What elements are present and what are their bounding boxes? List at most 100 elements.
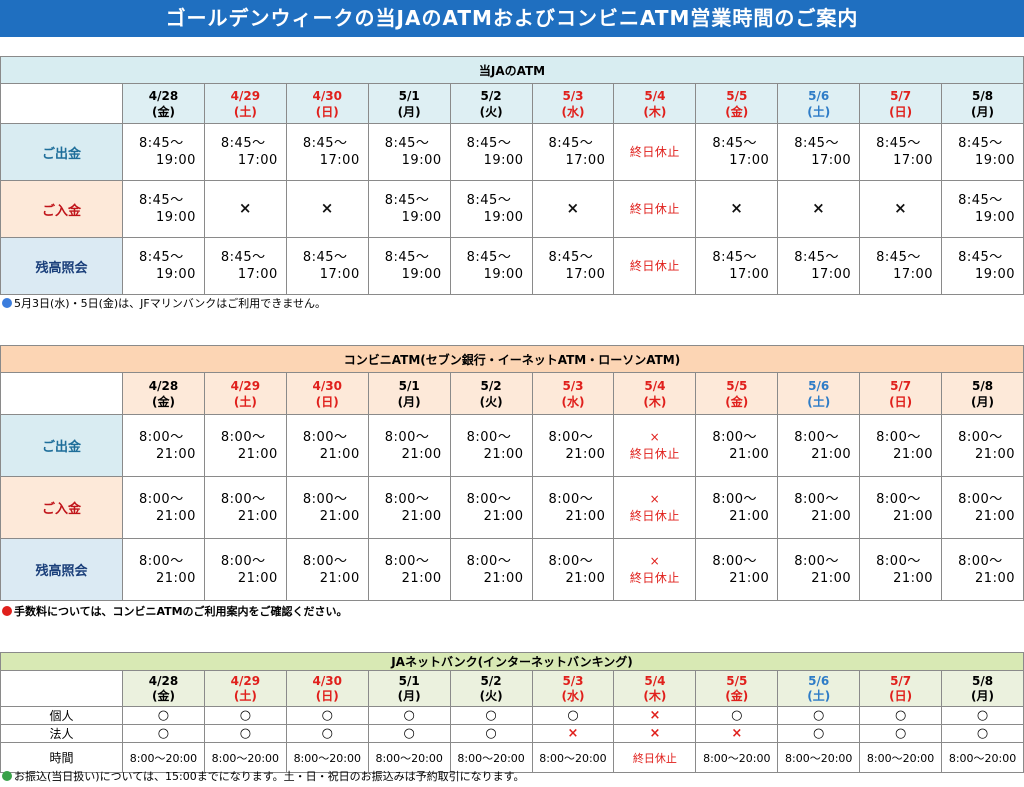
close-time: 21:00 bbox=[401, 446, 442, 462]
close-time: 21:00 bbox=[237, 508, 278, 524]
open-time: 8:45～ bbox=[384, 193, 430, 208]
date-label: 5/1 bbox=[398, 378, 420, 393]
weekday-label: (火) bbox=[479, 688, 503, 703]
close-time: 21:00 bbox=[483, 508, 524, 524]
weekday-label: (水) bbox=[561, 394, 585, 409]
note-bullet-icon bbox=[2, 606, 12, 616]
open-time: 8:45～ bbox=[958, 136, 1003, 151]
hours-cell: 8:45～ 17:00 bbox=[777, 237, 861, 295]
availability-cell: × bbox=[613, 706, 697, 725]
close-time: 19:00 bbox=[155, 210, 196, 225]
hours-cell: 8:00～ 21:00 bbox=[367, 414, 451, 477]
unavailable-mark: × bbox=[566, 199, 580, 217]
weekday-label: (金) bbox=[151, 394, 175, 409]
weekday-label: (土) bbox=[233, 394, 257, 409]
ja-atm-note-text: 5月3日(水)・5日(金)は、JFマリンバンクはご利用できません。 bbox=[14, 297, 326, 310]
available-mark: ○ bbox=[157, 726, 170, 741]
close-time: 17:00 bbox=[319, 267, 360, 282]
close-time: 17:00 bbox=[565, 153, 606, 168]
closed-label: 終日休止 bbox=[629, 258, 680, 273]
close-time: 21:00 bbox=[319, 508, 360, 524]
close-time: 21:00 bbox=[483, 570, 524, 586]
date-header: 5/3 (水) bbox=[531, 372, 615, 415]
hours-cell: 8:45～ 19:00 bbox=[941, 237, 1024, 295]
open-time: 8:45～ bbox=[794, 136, 839, 151]
date-header: 5/6 (土) bbox=[777, 670, 861, 707]
hours-range: 8:00～20:00 bbox=[457, 751, 525, 765]
weekday-label: (金) bbox=[151, 688, 175, 703]
close-time: 21:00 bbox=[975, 508, 1015, 524]
open-time: 8:00～ bbox=[712, 491, 758, 507]
weekday-label: (火) bbox=[479, 394, 503, 409]
date-header: 4/30 (日) bbox=[285, 670, 369, 707]
header-corner bbox=[0, 83, 123, 124]
hours-cell: 8:00～ 21:00 bbox=[777, 414, 861, 477]
hours-cell: 8:45～ 17:00 bbox=[203, 123, 287, 181]
hours-cell: 8:00～ 21:00 bbox=[777, 538, 861, 601]
close-time: 21:00 bbox=[155, 446, 196, 462]
close-time: 21:00 bbox=[237, 446, 278, 462]
open-time: 8:45～ bbox=[876, 136, 921, 151]
netbank-table: JAネットバンク(インターネットバンキング) 4/28 (金) 4/29 (土) 4/3… bbox=[0, 652, 1024, 773]
hours-cell: 8:00～ 21:00 bbox=[859, 538, 943, 601]
date-header: 4/29 (土) bbox=[203, 83, 287, 124]
date-label: 5/1 bbox=[398, 88, 420, 103]
unavailable-mark: × bbox=[649, 429, 661, 444]
date-header: 5/2 (火) bbox=[449, 670, 533, 707]
service-row: 個人 ○ ○ ○ ○ ○ ○ × ○ ○ ○ ○ bbox=[0, 706, 1024, 725]
ja-atm-note: 5月3日(水)・5日(金)は、JFマリンバンクはご利用できません。 bbox=[2, 297, 326, 311]
close-time: 21:00 bbox=[401, 570, 442, 586]
open-time: 8:00～ bbox=[794, 553, 839, 569]
weekday-label: (木) bbox=[643, 104, 667, 119]
hours-cell: 8:45～ 17:00 bbox=[695, 123, 779, 181]
open-time: 8:00～ bbox=[302, 491, 348, 507]
weekday-label: (金) bbox=[725, 104, 749, 119]
date-label: 5/2 bbox=[480, 673, 502, 688]
close-time: 21:00 bbox=[893, 570, 934, 586]
availability-cell: ○ bbox=[449, 724, 533, 743]
close-time: 21:00 bbox=[319, 446, 360, 462]
open-time: 8:00～ bbox=[958, 553, 1003, 569]
closed-label: 終日休止 bbox=[629, 570, 680, 585]
ja-atm-table: 当JAのATM 4/28 (金) 4/29 (土) 4/30 (日) 5/1 (月) 5/2 (火… bbox=[0, 56, 1024, 295]
hours-cell: × 終日休止 bbox=[613, 538, 697, 601]
service-label: ご出金 bbox=[0, 414, 123, 477]
weekday-label: (月) bbox=[971, 688, 995, 703]
open-time: 8:00～ bbox=[220, 553, 266, 569]
unavailable-mark: × bbox=[649, 553, 661, 568]
hours-cell: × 終日休止 bbox=[613, 414, 697, 477]
open-time: 8:45～ bbox=[220, 250, 266, 265]
weekday-label: (日) bbox=[315, 688, 339, 703]
close-time: 17:00 bbox=[319, 153, 360, 168]
close-time: 21:00 bbox=[319, 570, 360, 586]
closed-label: 終日休止 bbox=[629, 446, 680, 461]
open-time: 8:00～ bbox=[794, 491, 839, 507]
hours-cell: 8:45～ 19:00 bbox=[122, 237, 205, 295]
weekday-label: (木) bbox=[643, 394, 667, 409]
weekday-label: (土) bbox=[807, 688, 831, 703]
date-label: 5/3 bbox=[562, 673, 584, 688]
convenience-atm-title: コンビニATM(セブン銀行・イーネットATM・ローソンATM) bbox=[0, 345, 1024, 373]
hours-cell: 8:45～ 19:00 bbox=[449, 123, 533, 181]
weekday-label: (日) bbox=[315, 394, 339, 409]
available-mark: ○ bbox=[403, 726, 415, 741]
date-header: 5/4 (木) bbox=[613, 372, 697, 415]
service-label: ご出金 bbox=[0, 123, 123, 181]
hours-cell: 8:45～ 19:00 bbox=[941, 180, 1024, 238]
date-label: 4/30 bbox=[312, 378, 342, 393]
close-time: 21:00 bbox=[893, 446, 934, 462]
date-label: 5/7 bbox=[890, 673, 912, 688]
availability-cell: ○ bbox=[203, 724, 287, 743]
hours-cell: 8:00～ 21:00 bbox=[449, 476, 533, 539]
date-header: 5/5 (金) bbox=[695, 670, 779, 707]
service-label: ご入金 bbox=[0, 476, 123, 539]
weekday-label: (日) bbox=[889, 688, 913, 703]
ja-atm-title: 当JAのATM bbox=[0, 56, 1024, 84]
date-header: 4/30 (日) bbox=[285, 83, 369, 124]
hours-cell: 8:00～ 21:00 bbox=[449, 538, 533, 601]
hours-range: 8:00～20:00 bbox=[866, 751, 935, 765]
close-time: 19:00 bbox=[401, 210, 442, 225]
netbank-title: JAネットバンク(インターネットバンキング) bbox=[0, 652, 1024, 671]
availability-cell: ○ bbox=[941, 706, 1024, 725]
close-time: 21:00 bbox=[565, 570, 606, 586]
